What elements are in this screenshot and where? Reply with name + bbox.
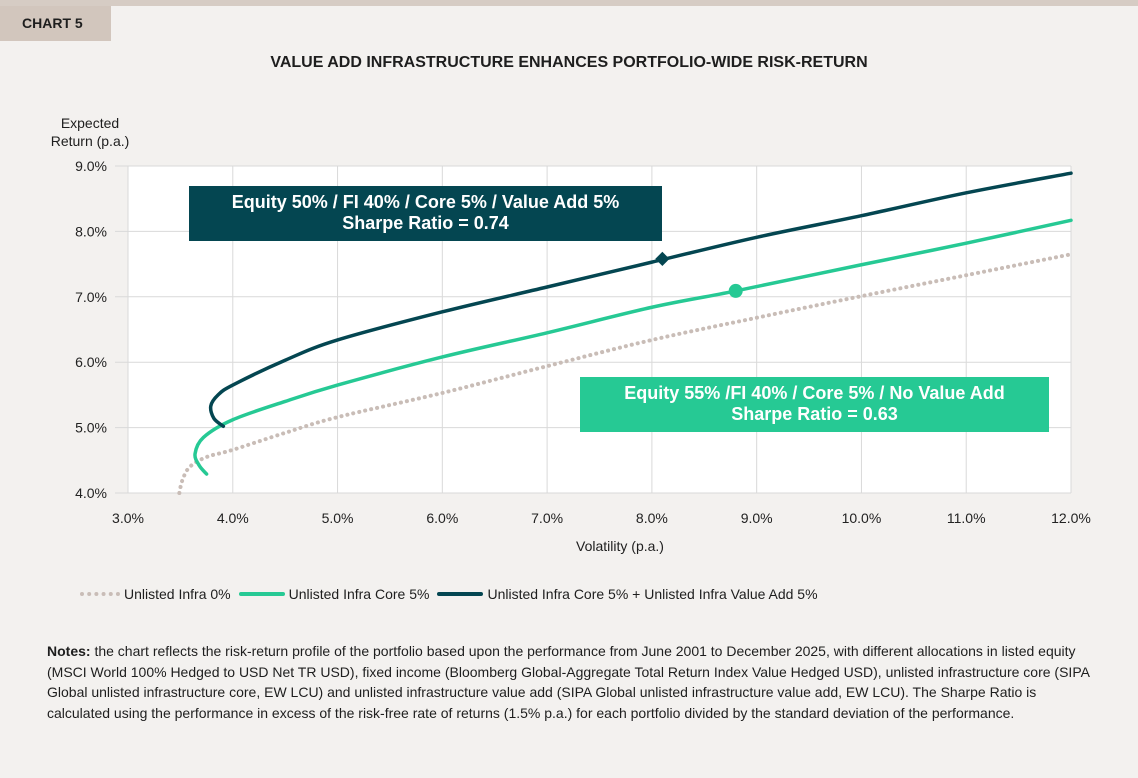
y-tick-label: 9.0% [75, 158, 107, 174]
x-tick-label: 6.0% [426, 510, 458, 526]
top-bar [0, 0, 1138, 6]
annotation-line1: Equity 55% /FI 40% / Core 5% / No Value … [624, 383, 1005, 403]
legend-label-core: Unlisted Infra Core 5% [288, 586, 430, 602]
legend-label-infra-0: Unlisted Infra 0% [124, 586, 231, 602]
annotation-line2: Sharpe Ratio = 0.63 [731, 404, 898, 424]
x-tick-label: 4.0% [217, 510, 249, 526]
annotation-no-value-add: Equity 55% /FI 40% / Core 5% / No Value … [580, 377, 1049, 432]
y-tick-label: 4.0% [75, 485, 107, 501]
x-tick-label: 11.0% [947, 510, 986, 526]
series-line-core [193, 218, 1073, 476]
annotation-line2: Sharpe Ratio = 0.74 [342, 213, 509, 233]
legend-swatch-core [238, 592, 285, 596]
y-axis-label: Expected Return (p.a.) [50, 115, 130, 149]
x-tick-label: 8.0% [636, 510, 668, 526]
annotation-line1: Equity 50% / FI 40% / Core 5% / Value Ad… [231, 192, 620, 212]
x-tick-label: 9.0% [741, 510, 773, 526]
x-tick-label: 7.0% [531, 510, 563, 526]
chart-title: VALUE ADD INFRASTRUCTURE ENHANCES PORTFO… [270, 54, 868, 71]
y-tick-label: 5.0% [75, 420, 107, 436]
x-tick-label: 3.0% [112, 510, 144, 526]
x-tick-label: 12.0% [1051, 510, 1091, 526]
legend-swatch-value-add [437, 592, 484, 596]
notes-label: Notes: [47, 643, 91, 659]
y-tick-label: 6.0% [75, 354, 107, 370]
y-tick-label: 8.0% [75, 223, 107, 239]
circle-marker [728, 283, 743, 298]
notes: Notes: the chart reflects the risk-retur… [47, 641, 1097, 723]
annotation-value-add: Equity 50% / FI 40% / Core 5% / Value Ad… [189, 186, 662, 241]
legend-swatch-infra-0 [80, 592, 120, 596]
chart-tag: CHART 5 [0, 6, 111, 41]
x-tick-label: 10.0% [842, 510, 882, 526]
legend: Unlisted Infra 0% Unlisted Infra Core 5%… [80, 586, 818, 602]
series-line-value-add [208, 171, 1073, 429]
diamond-marker [655, 251, 670, 266]
x-tick-label: 5.0% [322, 510, 354, 526]
y-tick-label: 7.0% [75, 289, 107, 305]
legend-label-value-add: Unlisted Infra Core 5% + Unlisted Infra … [487, 586, 818, 602]
notes-text: the chart reflects the risk-return profi… [47, 643, 1090, 721]
x-axis-label: Volatility (p.a.) [576, 538, 664, 554]
